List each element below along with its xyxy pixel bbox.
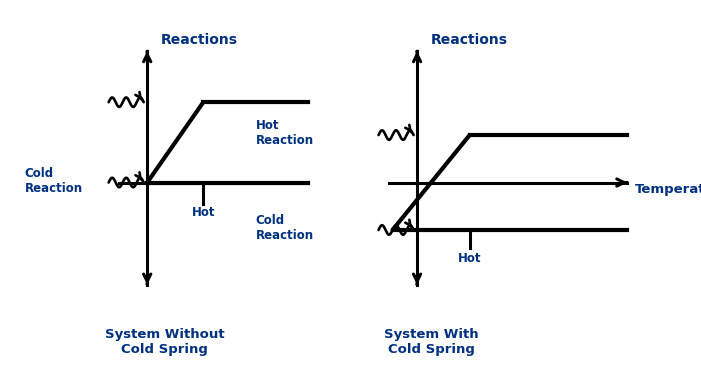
Text: System Without
Cold Spring: System Without Cold Spring [105,328,224,356]
Text: Cold
Reaction: Cold Reaction [25,167,83,195]
Text: Reactions: Reactions [431,34,508,47]
Text: Temperature: Temperature [634,183,701,196]
Text: System With
Cold Spring: System With Cold Spring [384,328,478,356]
Text: Hot
Reaction: Hot Reaction [256,119,314,147]
Text: Reactions: Reactions [161,34,238,47]
Text: Cold
Reaction: Cold Reaction [256,214,314,242]
Text: Hot: Hot [191,206,215,219]
Text: Hot: Hot [458,252,482,265]
